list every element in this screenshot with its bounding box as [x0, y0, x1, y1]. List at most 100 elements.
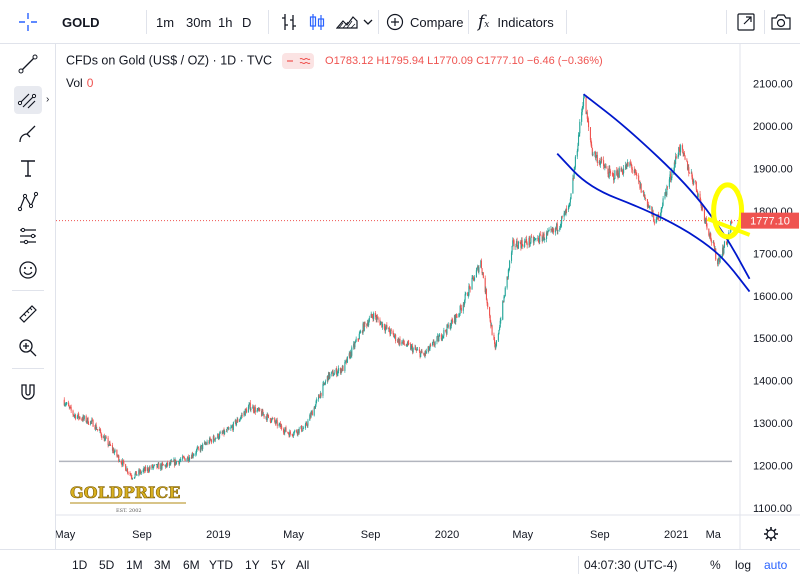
candle-body: [328, 372, 330, 379]
candle-body: [437, 335, 439, 337]
candle-body: [178, 461, 180, 464]
candle-body: [113, 451, 115, 454]
interval-30m[interactable]: 30m: [186, 14, 212, 30]
candle-body: [695, 181, 697, 190]
range-5d[interactable]: 5D: [99, 558, 115, 572]
candle-body: [142, 469, 144, 472]
candle-body: [92, 419, 94, 427]
trend-line-icon[interactable]: [14, 50, 42, 78]
range-1y[interactable]: 1Y: [245, 558, 260, 572]
candle-body: [66, 402, 68, 404]
range-all[interactable]: All: [296, 558, 310, 572]
candle-body: [442, 335, 444, 337]
candle-body: [191, 453, 193, 459]
zoom-in-icon[interactable]: [14, 334, 42, 362]
range-5y[interactable]: 5Y: [271, 558, 286, 572]
candle-body: [359, 330, 362, 333]
candle-body: [157, 463, 159, 465]
compare-label: Compare: [410, 14, 464, 30]
candle-body: [350, 351, 352, 356]
price-chart[interactable]: 1100.00 1200.00 1300.00 1400.00 1500.00 1600.…: [56, 44, 800, 549]
candle-body: [529, 242, 531, 245]
candle-body: [118, 460, 120, 462]
candle-body: [232, 422, 234, 430]
area-style-icon[interactable]: [336, 8, 358, 36]
candle-body: [420, 350, 422, 353]
indicators-button[interactable]: fx Indicators: [478, 8, 554, 36]
candle-body: [526, 243, 528, 246]
candle-body: [117, 455, 119, 457]
chevron-right-icon[interactable]: ›: [46, 94, 50, 105]
candle-body: [371, 313, 373, 317]
candle-body: [681, 145, 684, 150]
percent-toggle[interactable]: %: [710, 558, 721, 572]
range-3m[interactable]: 3M: [154, 558, 171, 572]
candle-body: [429, 344, 431, 349]
ruler-icon[interactable]: [14, 300, 42, 328]
candle-body: [701, 206, 703, 208]
candle-body: [165, 464, 167, 468]
series-title: CFDs on Gold (US$ / OZ) · 1D · TVC: [66, 53, 273, 68]
symbol-search[interactable]: GOLD: [62, 14, 100, 30]
range-6m[interactable]: 6M: [183, 558, 200, 572]
interval-d[interactable]: D: [242, 14, 252, 30]
candle-body: [427, 346, 429, 352]
compare-button[interactable]: Compare: [386, 8, 463, 36]
candle-body: [708, 228, 710, 236]
candle-body: [638, 175, 640, 182]
logo-text: GOLDPRICE: [70, 483, 180, 502]
candle-body: [239, 418, 241, 420]
candle-body: [237, 419, 239, 422]
emoji-icon[interactable]: [14, 256, 42, 284]
candle-body: [535, 238, 537, 240]
candle-body: [700, 202, 702, 208]
candle-body: [652, 210, 654, 215]
candle-body: [410, 343, 412, 350]
pattern-icon[interactable]: [14, 188, 42, 216]
candle-body: [247, 406, 249, 413]
log-toggle[interactable]: log: [735, 558, 752, 572]
candle-body: [390, 329, 392, 331]
candle-body: [564, 211, 566, 214]
bar-style-icon[interactable]: [280, 8, 298, 36]
interval-1h[interactable]: 1h: [218, 14, 233, 30]
volume-value: 0: [86, 76, 94, 90]
candle-body: [329, 374, 331, 379]
candle-body: [604, 166, 606, 168]
candle-body: [230, 427, 232, 429]
fullscreen-icon[interactable]: [736, 8, 756, 36]
candle-body: [603, 165, 605, 168]
candle-body: [210, 439, 212, 441]
candle-body: [138, 470, 140, 475]
volume-legend: Vol 0: [66, 76, 93, 90]
candle-style-icon[interactable]: [308, 8, 326, 36]
auto-toggle[interactable]: auto: [764, 558, 788, 572]
candle-body: [537, 237, 539, 242]
candle-body: [270, 421, 272, 423]
candle-body: [476, 267, 478, 271]
text-icon[interactable]: [14, 154, 42, 182]
candle-body: [468, 286, 471, 287]
camera-icon[interactable]: [770, 8, 792, 36]
brush-icon[interactable]: [14, 120, 42, 148]
fib-tools-icon[interactable]: [14, 86, 42, 114]
range-1d[interactable]: 1D: [72, 558, 88, 572]
candle-body: [705, 218, 707, 224]
chevron-down-icon[interactable]: [362, 8, 374, 36]
candle-body: [348, 353, 350, 357]
candle-body: [162, 463, 164, 465]
forecast-icon[interactable]: [14, 222, 42, 250]
range-ytd[interactable]: YTD: [209, 558, 233, 572]
legend-toggle[interactable]: [281, 53, 314, 69]
candle-body: [693, 180, 695, 184]
range-1m[interactable]: 1M: [126, 558, 143, 572]
candle-body: [490, 321, 492, 327]
time-zone-button[interactable]: 04:07:30 (UTC-4): [584, 558, 678, 572]
candle-body: [458, 313, 461, 315]
candle-body: [607, 168, 609, 175]
candle-body: [254, 407, 256, 413]
candle-body: [316, 399, 318, 402]
crosshair-icon[interactable]: [14, 8, 42, 36]
interval-1m[interactable]: 1m: [156, 14, 175, 30]
magnet-icon[interactable]: [14, 378, 42, 406]
